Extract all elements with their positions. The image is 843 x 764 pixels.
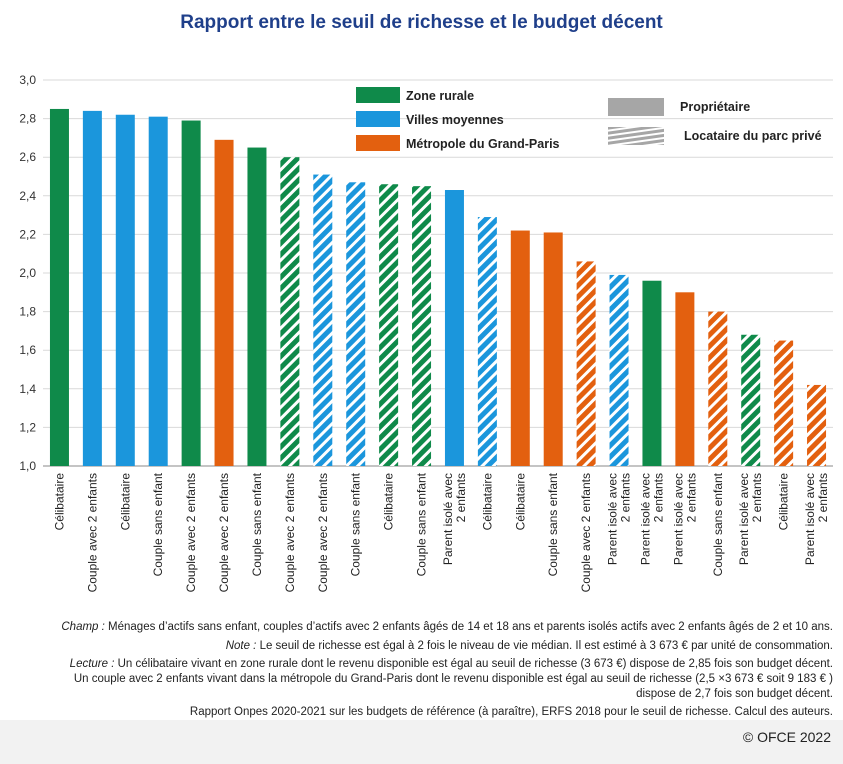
x-axis-labels: Célibataire Couple avec 2 enfants Célibata… (52, 472, 830, 592)
bar (444, 190, 464, 466)
y-tick-label: 2,0 (19, 266, 36, 280)
note-note-text: Le seuil de richesse est égal à 2 fois l… (256, 640, 833, 652)
legend-swatch (608, 127, 664, 145)
x-tick-label: Couple avec 2 enfants (184, 473, 198, 592)
x-tick-label: Parent isolé avec (606, 473, 620, 565)
bar (675, 292, 695, 466)
x-tick-label: Couple sans enfant (151, 472, 165, 576)
note-lecture: Lecture : Un célibataire vivant en zone … (70, 657, 833, 672)
x-tick-label: 2 enfants (454, 473, 468, 522)
x-tick-label: Couple avec 2 enfants (579, 473, 593, 592)
x-tick-label: Parent isolé avec (803, 473, 817, 565)
y-axis-ticks: 1,0 1,2 1,4 1,6 1,8 2,0 2,2 2,4 2,6 2,8 3,0 (19, 73, 36, 473)
legend-label: Métropole du Grand-Paris (406, 137, 560, 151)
bar (214, 139, 234, 466)
chart-title: Rapport entre le seuil de richesse et le… (180, 12, 663, 33)
x-tick-label: Parent isolé avec (638, 473, 652, 565)
x-tick-label: 2 enfants (651, 473, 665, 522)
bar (774, 340, 794, 466)
x-tick-label: Couple sans enfant (250, 472, 264, 576)
x-tick-label: Célibataire (52, 473, 66, 531)
legend-swatch (356, 87, 400, 103)
x-tick-label: Couple avec 2 enfants (85, 473, 99, 592)
y-tick-label: 2,8 (19, 112, 36, 126)
bar (543, 232, 563, 466)
bar-chart: 1,0 1,2 1,4 1,6 1,8 2,0 2,2 2,4 2,6 2,8 3,0 Céliba… (19, 73, 833, 592)
bar (379, 184, 399, 466)
legend-label: Locataire du parc privé (684, 129, 822, 143)
x-tick-label: Couple avec 2 enfants (217, 473, 231, 592)
legend-label: Zone rurale (406, 89, 474, 103)
note-lecture-line-2: Un couple avec 2 enfants vivant dans la … (74, 672, 833, 687)
x-tick-label: Couple avec 2 enfants (316, 473, 330, 592)
bar (708, 311, 728, 466)
note-lecture-text-1: Un célibataire vivant en zone rurale don… (114, 658, 833, 670)
copyright: © OFCE 2022 (742, 729, 831, 745)
note-champ: Champ : Ménages d’actifs sans enfant, co… (61, 620, 833, 635)
bars (49, 108, 827, 467)
x-tick-label: Célibataire (382, 473, 396, 531)
x-tick-label: Célibataire (480, 473, 494, 531)
note-lecture-line-3: dispose de 2,7 fois son budget décent. (636, 687, 833, 702)
bar (247, 147, 267, 467)
x-tick-label: Couple avec 2 enfants (283, 473, 297, 592)
note-note-label: Note : (225, 640, 257, 652)
note-champ-text: Ménages d’actifs sans enfant, couples d’… (104, 621, 833, 633)
legend-label: Villes moyennes (406, 113, 504, 127)
bar (576, 261, 596, 466)
y-tick-label: 1,8 (19, 305, 36, 319)
y-tick-label: 1,0 (19, 459, 36, 473)
note-lecture-text-2: Un couple avec 2 enfants vivant dans la … (73, 673, 833, 685)
bar (510, 230, 530, 466)
x-tick-label: Parent isolé avec (671, 473, 685, 565)
legend-swatch (356, 111, 400, 127)
legend-swatch (356, 135, 400, 151)
bar (148, 116, 168, 467)
note-note: Note : Le seuil de richesse est égal à 2… (226, 639, 833, 654)
note-lecture-text-3: dispose de 2,7 fois son budget décent. (636, 688, 833, 700)
y-tick-label: 2,6 (19, 150, 36, 164)
x-tick-label: 2 enfants (750, 473, 764, 522)
x-tick-label: Parent isolé avec (441, 473, 455, 565)
x-tick-label: Couple sans enfant (349, 472, 363, 576)
bar (609, 274, 629, 466)
note-lecture-label: Lecture : (69, 658, 115, 670)
bar (412, 186, 432, 466)
x-tick-label: Couple sans enfant (546, 472, 560, 576)
x-tick-label: Célibataire (118, 473, 132, 531)
x-tick-label: Parent isolé avec (737, 473, 751, 565)
bar (477, 217, 497, 466)
note-source: Rapport Onpes 2020-2021 sur les budgets … (190, 705, 833, 720)
bar (807, 384, 827, 466)
bar (181, 120, 201, 466)
bar (280, 157, 300, 466)
bar (642, 280, 662, 466)
x-tick-label: Couple sans enfant (415, 472, 429, 576)
x-tick-label: Célibataire (513, 473, 527, 531)
x-tick-label: Célibataire (777, 473, 791, 531)
legend: Zone rurale Villes moyennes Métropole du G… (356, 87, 822, 151)
bar (346, 182, 366, 467)
bar (741, 334, 761, 466)
footer-panel (0, 720, 843, 764)
note-source-text: Rapport Onpes 2020-2021 sur les budgets … (189, 706, 833, 718)
bar (313, 174, 333, 466)
legend-swatch (608, 98, 664, 116)
y-tick-label: 1,2 (19, 420, 36, 434)
legend-label: Propriétaire (680, 100, 750, 114)
y-tick-label: 1,4 (19, 382, 36, 396)
y-tick-label: 1,6 (19, 343, 36, 357)
y-tick-label: 2,4 (19, 189, 36, 203)
y-tick-label: 3,0 (19, 73, 36, 87)
note-champ-label: Champ : (61, 621, 105, 633)
bar (115, 114, 135, 467)
grid-lines (43, 79, 833, 467)
bar (82, 110, 102, 466)
x-tick-label: 2 enfants (684, 473, 698, 522)
bar (49, 108, 69, 466)
x-tick-label: Couple sans enfant (711, 472, 725, 576)
y-tick-label: 2,2 (19, 227, 36, 241)
x-tick-label: 2 enfants (619, 473, 633, 522)
x-tick-label: 2 enfants (816, 473, 830, 522)
